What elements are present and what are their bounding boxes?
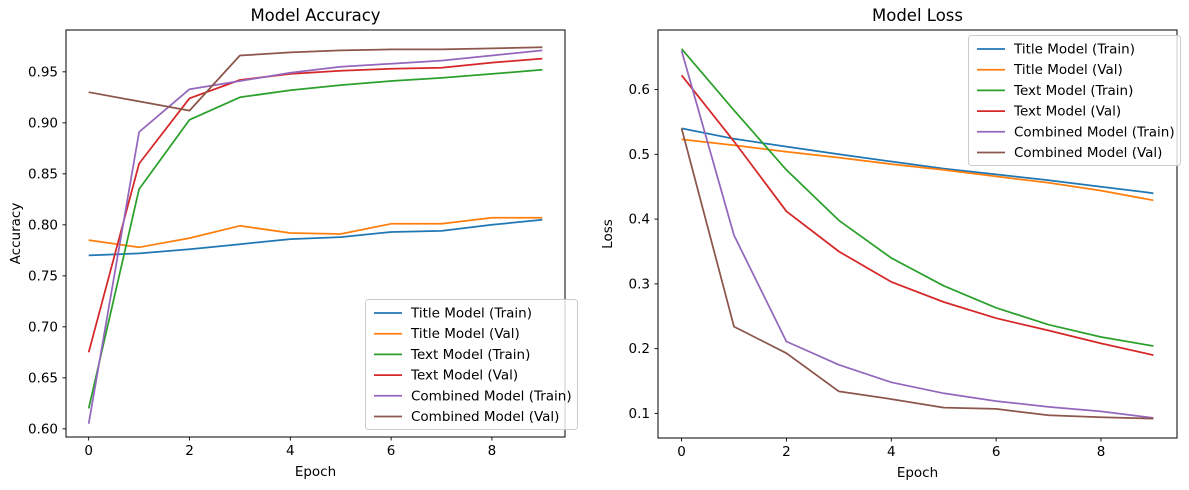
model-accuracy-y-tick-label: 0.60 <box>28 421 58 437</box>
model-accuracy-line-title-model-val <box>88 216 543 249</box>
model-accuracy-line-combined-model-val <box>88 46 543 112</box>
model-accuracy-title: Model Accuracy <box>250 6 380 25</box>
model-loss-x-tick-label: 4 <box>887 444 896 460</box>
model-accuracy-line-title-model-train <box>88 218 543 257</box>
model-accuracy-x-tick-label: 0 <box>84 443 93 459</box>
model-loss-y-tick-label: 0.2 <box>629 341 650 357</box>
model-loss-subplot: 0 2 4 6 8 0.1 0.2 0.3 0.4 0.5 0.6 Model Loss Epoch Lo… <box>600 6 1181 481</box>
model-accuracy-legend-label-text-model-val: Text Model (Val) <box>410 368 518 384</box>
model-loss-line-text-model-train <box>680 48 1154 347</box>
model-accuracy-x-tick-label: 6 <box>387 443 396 459</box>
model-accuracy-legend-label-title-model-train: Title Model (Train) <box>410 306 532 322</box>
model-accuracy-line-text-model-val <box>87 57 543 353</box>
model-accuracy-x-tick-label: 4 <box>286 443 295 459</box>
model-accuracy-subplot: 0 2 4 6 8 0.60 0.65 0.70 0.75 0.80 0.85 0.90 0.95 Mod… <box>8 6 578 480</box>
model-loss-line-title-model-train <box>681 127 1154 195</box>
model-loss-y-tick-label: 0.5 <box>629 147 650 163</box>
model-accuracy-line-text-model-train <box>87 68 543 409</box>
model-accuracy-y-tick-label: 0.95 <box>28 64 58 80</box>
model-loss-line-title-model-val <box>681 138 1154 202</box>
model-accuracy-y-tick-label: 0.80 <box>28 217 58 233</box>
model-loss-legend-box <box>968 35 1181 166</box>
model-loss-title: Model Loss <box>872 6 963 25</box>
model-loss-y-tick-label: 0.1 <box>629 406 650 422</box>
model-loss-yaxis-label: Loss <box>600 219 616 249</box>
model-accuracy-xaxis-label: Epoch <box>295 464 336 480</box>
model-loss-y-tick-label: 0.6 <box>629 82 650 98</box>
model-accuracy-line-combined-model-train <box>87 49 543 424</box>
model-loss-y-tick-label: 0.3 <box>629 276 650 292</box>
model-accuracy-plot-border <box>65 29 566 438</box>
model-loss-x-tick-label: 2 <box>782 444 791 460</box>
model-accuracy-legend-label-text-model-train: Text Model (Train) <box>410 347 530 363</box>
model-loss-y-tick-label: 0.4 <box>629 212 650 228</box>
model-loss-legend-label-text-model-val: Text Model (Val) <box>1013 104 1121 120</box>
model-accuracy-y-tick-label: 0.75 <box>28 268 58 284</box>
model-loss-plot-border <box>657 29 1178 439</box>
model-loss-legend-label-title-model-train: Title Model (Train) <box>1013 42 1135 58</box>
model-loss-legend-label-text-model-train: Text Model (Train) <box>1013 83 1133 99</box>
model-accuracy-y-tick-label: 0.85 <box>28 166 58 182</box>
model-loss-x-tick-label: 0 <box>677 444 686 460</box>
model-accuracy-yaxis-label: Accuracy <box>8 203 24 265</box>
model-accuracy-legend-label-combined-model-train: Combined Model (Train) <box>411 388 572 404</box>
model-loss-legend-label-title-model-val: Title Model (Val) <box>1013 62 1123 78</box>
model-accuracy-legend-box <box>365 299 578 430</box>
model-accuracy-legend-label-title-model-val: Title Model (Val) <box>410 326 520 342</box>
model-loss-xaxis-label: Epoch <box>897 465 938 481</box>
model-accuracy-x-tick-label: 2 <box>185 443 194 459</box>
model-loss-legend-label-combined-model-train: Combined Model (Train) <box>1014 124 1175 140</box>
model-accuracy-y-tick-label: 0.65 <box>28 370 58 386</box>
model-accuracy-y-tick-label: 0.90 <box>28 115 58 131</box>
model-loss-line-text-model-val <box>680 74 1154 356</box>
model-loss-legend-label-combined-model-val: Combined Model (Val) <box>1014 145 1162 161</box>
model-loss-x-tick-label: 6 <box>992 444 1001 460</box>
model-accuracy-legend-label-combined-model-val: Combined Model (Val) <box>411 409 559 425</box>
model-loss-line-combined-model-train <box>680 50 1154 419</box>
model-loss-x-tick-label: 8 <box>1097 444 1106 460</box>
model-accuracy-x-tick-label: 8 <box>488 443 497 459</box>
model-loss-line-combined-model-val <box>680 128 1154 420</box>
model-accuracy-y-tick-label: 0.70 <box>28 319 58 335</box>
